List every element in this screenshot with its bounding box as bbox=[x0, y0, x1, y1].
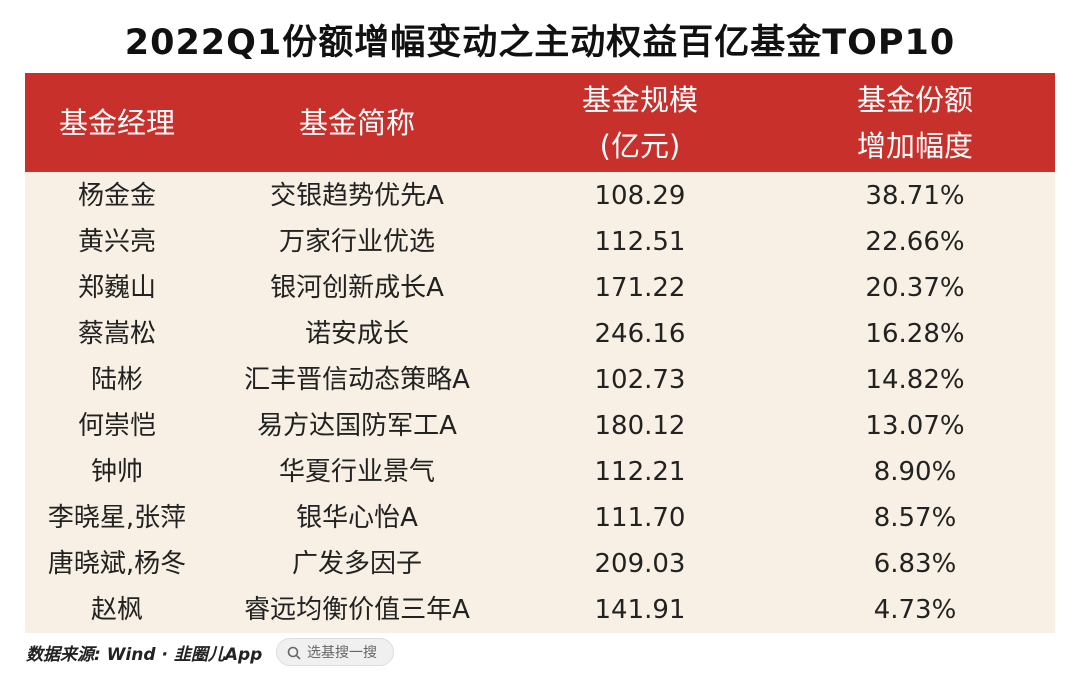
table-cell: 交银趋势优先A bbox=[270, 181, 444, 211]
table-cell: 黄兴亮 bbox=[77, 227, 156, 257]
table-cell: 陆彬 bbox=[90, 365, 143, 395]
table-cell: 171.22 bbox=[594, 273, 686, 303]
table-cell: 李晓星,张萍 bbox=[47, 503, 187, 533]
header-text: 增加幅度 bbox=[856, 128, 973, 163]
table-cell: 银华心怡A bbox=[296, 503, 418, 533]
table-cell: 4.73% bbox=[873, 595, 957, 625]
table-cell: 14.82% bbox=[865, 365, 965, 395]
source: 数据来源: Wind · 韭圈儿App bbox=[26, 645, 263, 665]
table-cell: 汇丰晋信动态策略A bbox=[244, 365, 470, 395]
header-cell: 基金经理 bbox=[22, 73, 212, 172]
search-text: 选基搜一搜 bbox=[307, 645, 377, 661]
header-text: 基金规模 bbox=[581, 82, 698, 117]
table-cell: 何崇恺 bbox=[77, 411, 156, 441]
table-cell: 112.21 bbox=[594, 457, 686, 487]
table-cell: 8.90% bbox=[873, 457, 957, 487]
table-cell: 赵枫 bbox=[90, 595, 143, 625]
table-cell: 38.71% bbox=[865, 181, 965, 211]
table-cell: 蔡嵩松 bbox=[77, 319, 156, 349]
table-cell: 102.73 bbox=[594, 365, 686, 395]
table-cell: 郑巍山 bbox=[77, 273, 156, 303]
header-cell: 基金份额 增加幅度 bbox=[765, 73, 1065, 172]
table-cell: 易方达国防军工A bbox=[257, 411, 457, 441]
table-header: 基金经理 基金简称 基金规模 (亿元) 基金份额增加幅度 bbox=[25, 73, 1055, 172]
table-cell: 108.29 bbox=[594, 181, 686, 211]
table-cell: 22.66% bbox=[865, 227, 965, 257]
header-text: 基金简称 bbox=[298, 105, 415, 140]
table-cell: 唐晓斌,杨冬 bbox=[47, 549, 187, 579]
header-cell: 基金规模 (亿元) bbox=[510, 73, 770, 172]
search-box[interactable]: 选基搜一搜 bbox=[276, 638, 394, 666]
header-text: 基金份额 bbox=[856, 82, 973, 117]
search-icon bbox=[287, 646, 301, 660]
table-cell: 112.51 bbox=[594, 227, 686, 257]
table-cell: 209.03 bbox=[594, 549, 686, 579]
header-text: (亿元) bbox=[599, 128, 681, 163]
table-cell: 20.37% bbox=[865, 273, 965, 303]
header-cell: 基金简称 bbox=[207, 73, 507, 172]
table-cell: 246.16 bbox=[594, 319, 686, 349]
table-cell: 111.70 bbox=[594, 503, 686, 533]
table-cell: 华夏行业景气 bbox=[278, 457, 435, 487]
table-cell: 睿远均衡价值三年A bbox=[244, 595, 470, 625]
title: 2022Q1份额增幅变动之主动权益百亿基金TOP10 bbox=[124, 23, 956, 63]
header-text: 基金经理 bbox=[58, 105, 175, 140]
table-cell: 180.12 bbox=[594, 411, 686, 441]
table-cell: 6.83% bbox=[873, 549, 957, 579]
table-cell: 诺安成长 bbox=[304, 319, 409, 349]
table-cell: 8.57% bbox=[873, 503, 957, 533]
table-cell: 141.91 bbox=[594, 595, 686, 625]
table-cell: 13.07% bbox=[865, 411, 965, 441]
table-cell: 广发多因子 bbox=[291, 549, 422, 579]
table-cell: 钟帅 bbox=[90, 457, 143, 487]
table-cell: 银河创新成长A bbox=[270, 273, 444, 303]
table-cell: 万家行业优选 bbox=[278, 227, 435, 257]
table-cell: 杨金金 bbox=[77, 181, 156, 211]
table: 基金经理 基金简称 基金规模 (亿元) 基金份额增加幅度 杨金金 交银趋势优先A 108.2… bbox=[25, 73, 1055, 633]
table-cell: 16.28% bbox=[865, 319, 965, 349]
